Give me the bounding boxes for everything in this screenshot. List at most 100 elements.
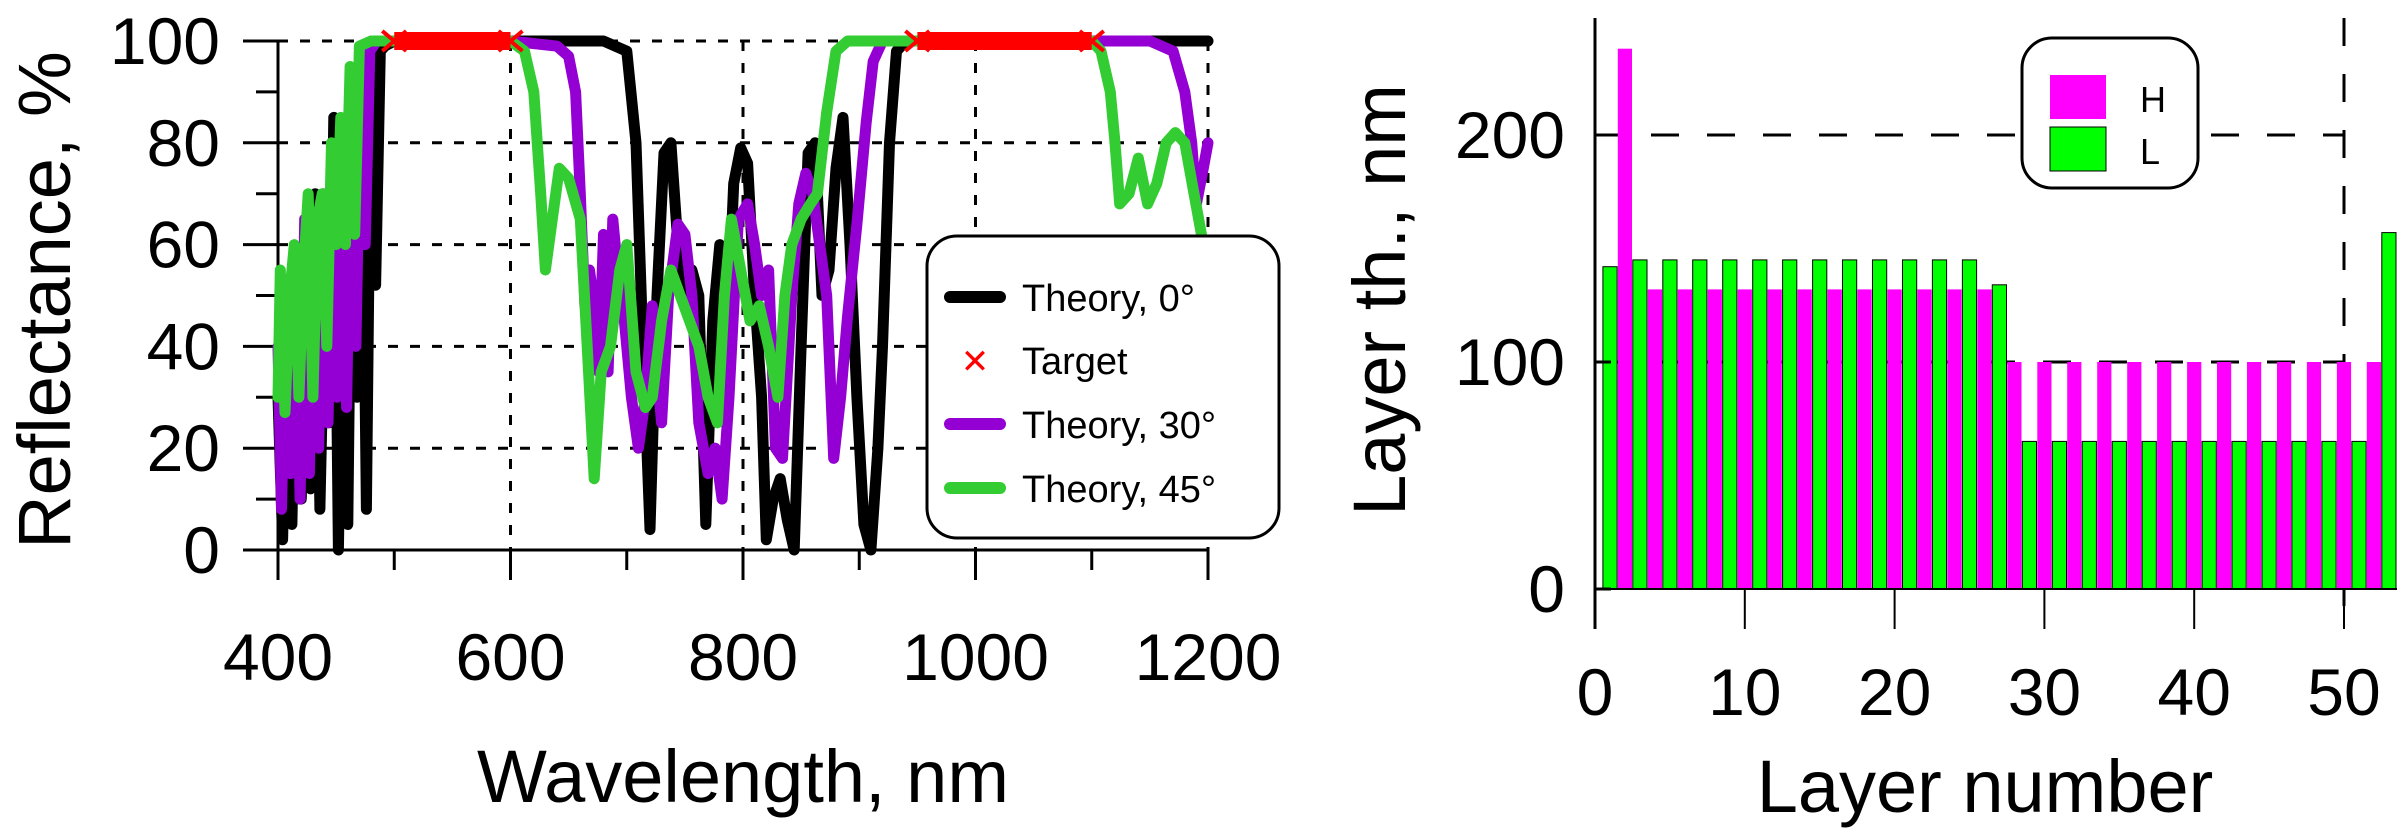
legend-item-theory-30: Theory, 30°: [944, 405, 1216, 447]
bar-layer-9-l: [1722, 259, 1738, 590]
y-axis-title: Reflectance, %: [3, 51, 86, 549]
target-marker: [904, 29, 931, 53]
legend-label: Theory, 30°: [1022, 405, 1216, 447]
bar-layer-48-h: [2306, 362, 2322, 589]
target-band: [394, 32, 511, 50]
x-tick-label: 20: [1858, 655, 1931, 729]
bar-layer-28-h: [2007, 362, 2022, 589]
bar-layer-35-l: [2111, 440, 2127, 590]
bar-layer-45-l: [2261, 440, 2277, 590]
x-axis-title: Wavelength, nm: [477, 735, 1009, 818]
y-axis-title: Layer th., nm: [1338, 84, 1421, 516]
bar-layer-43-l: [2231, 440, 2247, 590]
bar-layer-6-h: [1677, 289, 1692, 589]
bar-layer-34-h: [2097, 362, 2112, 589]
legend-label: L: [2140, 131, 2160, 172]
reflectance-chart: 400 600 800 1000 1200 0 20 40 60 80 100 Wavelengt…: [3, 4, 1281, 818]
bar-layer-30-h: [2037, 362, 2052, 589]
target-band: [917, 32, 1092, 50]
legend-label: H: [2140, 79, 2166, 120]
x-tick-label: 0: [1577, 655, 1614, 729]
axes: [1593, 18, 2397, 629]
legend-item-theory-45: Theory, 45°: [944, 469, 1216, 511]
x-tick-label: 30: [2008, 655, 2081, 729]
y-tick-labels: 0 20 40 60 80 100: [110, 4, 220, 587]
bar-layer-49-l: [2321, 440, 2337, 590]
bar-layer-10-h: [1737, 289, 1752, 589]
target-marker: [380, 29, 408, 53]
legend-swatch-h: [2050, 75, 2106, 119]
legend-swatch-target: ✕: [961, 342, 990, 382]
bar-layer-14-h: [1797, 289, 1812, 589]
bar-layer-2-h: [1617, 48, 1632, 589]
series-theory-30: [272, 35, 1214, 515]
x-axis-title: Layer number: [1757, 745, 2214, 828]
x-tick-label: 1000: [902, 620, 1049, 694]
bar-layer-37-l: [2141, 440, 2157, 590]
y-tick-label: 200: [1455, 98, 1565, 172]
bar-layer-5-l: [1662, 259, 1678, 590]
x-tick-label: 50: [2307, 655, 2380, 729]
axes: [243, 39, 1210, 580]
legend-item-l: L: [2049, 126, 2160, 172]
bar-layer-3-l: [1632, 259, 1648, 590]
bar-layer-19-l: [1872, 259, 1888, 590]
y-tick-labels: 0 100 200: [1455, 98, 1565, 626]
bar-layer-42-h: [2217, 362, 2232, 589]
y-tick-label: 40: [147, 309, 220, 383]
bar-layer-22-h: [1917, 289, 1932, 589]
bar-layer-21-l: [1902, 259, 1918, 590]
legend-box: [2020, 36, 2200, 190]
bar-layer-4-h: [1647, 289, 1662, 589]
bar-layer-36-h: [2127, 362, 2142, 589]
bar-layer-15-l: [1812, 259, 1828, 590]
legend-label: Theory, 0°: [1022, 278, 1195, 320]
bar-layer-33-l: [2081, 440, 2097, 590]
x-tick-label: 10: [1708, 655, 1781, 729]
series-group: [272, 29, 1214, 556]
bar-layer-23-l: [1931, 259, 1948, 590]
bar-layer-52-h: [2366, 362, 2381, 589]
bar-layer-50-h: [2336, 362, 2352, 589]
y-tick-label: 20: [147, 411, 220, 485]
bar-layer-27-l: [1991, 284, 2008, 590]
bar-layer-46-h: [2277, 362, 2292, 589]
series-target: [380, 29, 1106, 53]
bar-layer-8-h: [1707, 289, 1722, 589]
legend-label: Target: [1022, 341, 1128, 383]
bar-layer-29-l: [2021, 440, 2038, 590]
x-tick-label: 40: [2157, 655, 2230, 729]
bar-layer-24-h: [1947, 289, 1962, 589]
bar-layer-39-l: [2171, 440, 2187, 590]
bar-layer-12-h: [1767, 289, 1782, 589]
y-tick-label: 0: [1528, 552, 1565, 626]
legend-swatch-l: [2049, 126, 2107, 172]
layer-thickness-chart: 0 10 20 30 40 50 0 100 200 Layer number Layer t…: [1338, 18, 2397, 828]
y-tick-label: 60: [147, 208, 220, 282]
target-marker: [497, 29, 524, 53]
legend: H L: [2020, 36, 2200, 190]
legend: Theory, 0° ✕ Target Theory, 30° Theory, …: [925, 234, 1281, 540]
bar-layer-11-l: [1752, 259, 1768, 590]
x-tick-label: 1200: [1135, 620, 1282, 694]
bar-layer-13-l: [1782, 259, 1798, 590]
y-tick-label: 0: [183, 513, 220, 587]
y-tick-label: 80: [147, 106, 220, 180]
bar-layer-32-h: [2067, 362, 2082, 589]
bar-layer-38-h: [2157, 362, 2172, 589]
x-tick-label: 600: [455, 620, 565, 694]
bar-layer-18-h: [1857, 289, 1872, 589]
bar-layer-47-l: [2291, 440, 2307, 590]
bar-layer-25-l: [1961, 259, 1978, 590]
y-tick-label: 100: [110, 4, 220, 78]
bar-layer-44-h: [2247, 362, 2262, 589]
bar-layer-31-l: [2051, 440, 2068, 590]
bar-layer-40-h: [2187, 362, 2202, 589]
bar-layer-1-l: [1602, 266, 1618, 590]
legend-item-target: ✕ Target: [961, 341, 1128, 383]
x-tick-labels: 400 600 800 1000 1200: [223, 620, 1281, 694]
legend-box: [925, 234, 1281, 540]
bar-layer-17-l: [1842, 259, 1858, 590]
y-tick-label: 100: [1455, 325, 1565, 399]
